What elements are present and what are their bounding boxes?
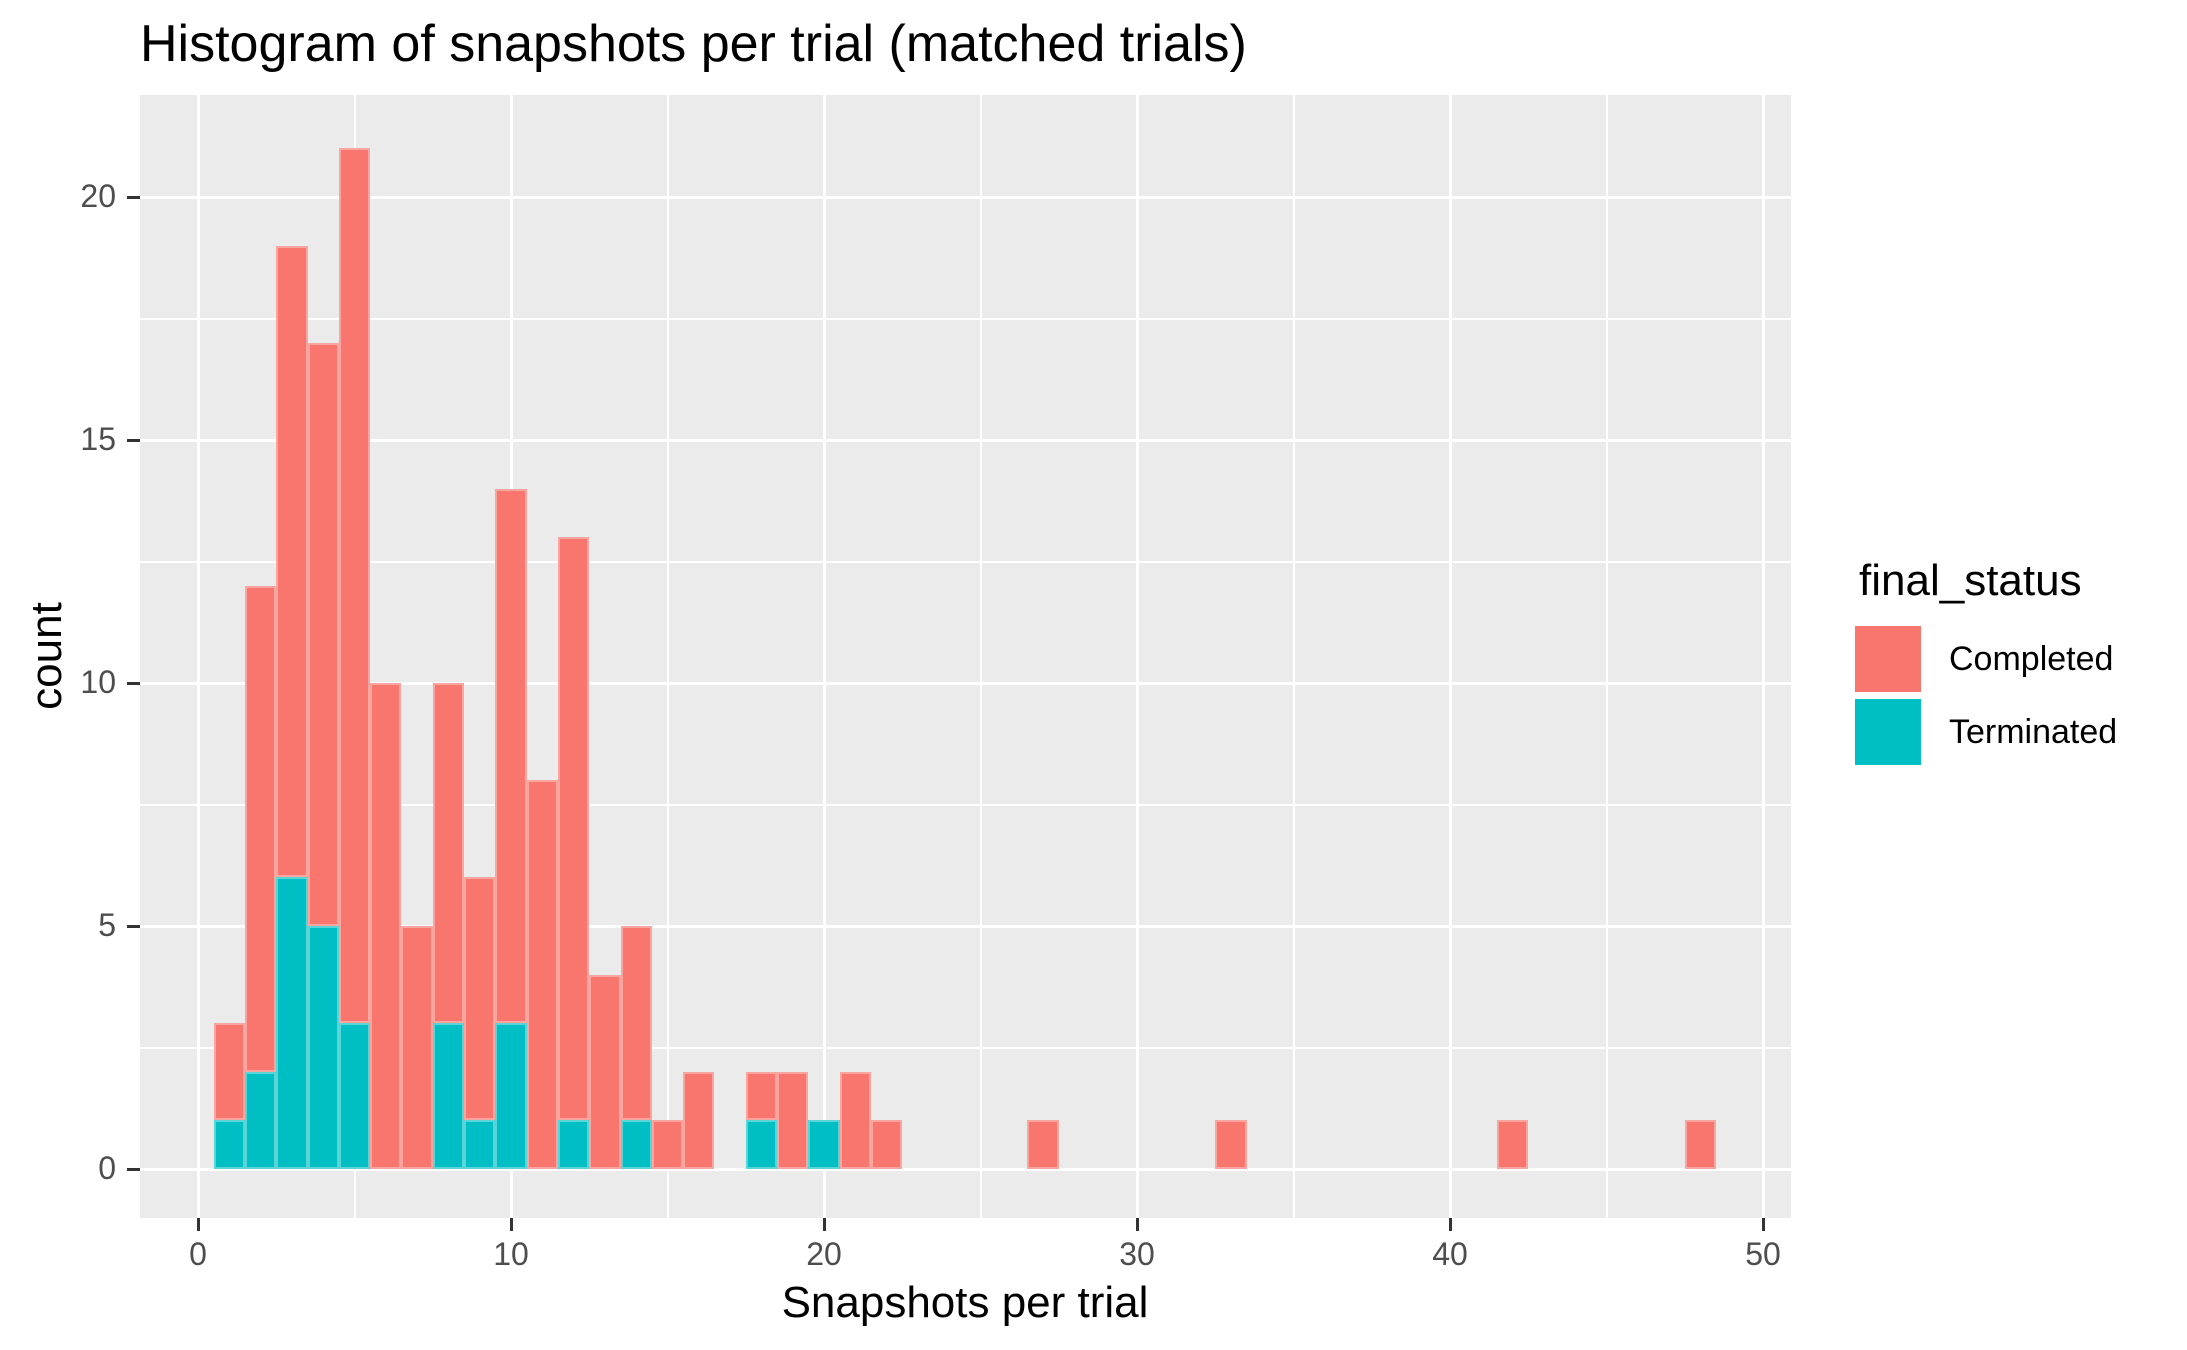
x-axis-tick-mark <box>822 1218 826 1231</box>
bar-segment-completed <box>620 926 652 1121</box>
gridline-major-y <box>140 924 1791 928</box>
x-axis-tick-mark <box>509 1218 513 1231</box>
bar-segment-terminated <box>464 1120 496 1169</box>
bar-segment-completed <box>338 148 371 1024</box>
gridline-minor-y <box>140 803 1791 806</box>
bar-segment-terminated <box>495 1023 527 1169</box>
gridline-major-x <box>1448 95 1452 1218</box>
plot-title: Histogram of snapshots per trial (matche… <box>140 15 1247 73</box>
legend-title: final_status <box>1859 556 2082 605</box>
bar-segment-completed <box>1684 1120 1717 1169</box>
bar-segment-terminated <box>213 1120 245 1169</box>
gridline-minor-x <box>979 95 982 1218</box>
bar-segment-completed <box>213 1023 245 1121</box>
bar-segment-terminated <box>808 1120 840 1169</box>
x-axis-tick-mark <box>1448 1218 1452 1231</box>
gridline-major-x <box>1135 95 1139 1218</box>
bar-segment-completed <box>276 245 308 878</box>
bar-segment-completed <box>495 488 527 1024</box>
gridline-major-x <box>822 95 826 1218</box>
x-axis-tick-label: 10 <box>493 1236 529 1272</box>
x-axis-tick-label: 20 <box>806 1236 842 1272</box>
y-axis-tick-label: 10 <box>80 664 116 700</box>
bar-segment-terminated <box>745 1120 778 1169</box>
bar-segment-terminated <box>276 877 308 1169</box>
gridline-major-y <box>140 681 1791 685</box>
bar-segment-completed <box>244 585 277 1072</box>
legend-entry-terminated: Terminated <box>1855 699 2185 765</box>
legend-label-completed: Completed <box>1949 639 2114 678</box>
bar-segment-completed <box>870 1120 903 1169</box>
gridline-major-y <box>140 438 1791 442</box>
bar-segment-terminated <box>244 1071 277 1169</box>
y-axis-tick-mark <box>127 195 140 199</box>
bar-segment-completed <box>307 342 339 926</box>
x-axis-tick-label: 0 <box>189 1236 207 1272</box>
bar-segment-completed <box>777 1071 809 1169</box>
gridline-minor-x <box>1292 95 1295 1218</box>
bar-segment-completed <box>401 926 433 1169</box>
gridline-minor-y <box>140 560 1791 563</box>
y-axis-tick-label: 15 <box>80 421 116 457</box>
bar-segment-completed <box>839 1071 871 1169</box>
gridline-major-y <box>140 1167 1791 1171</box>
gridline-major-x <box>1761 95 1765 1218</box>
gridline-minor-x <box>1605 95 1608 1218</box>
bar-segment-completed <box>589 974 621 1169</box>
bar-segment-completed <box>370 683 402 1169</box>
x-axis-tick-label: 30 <box>1119 1236 1155 1272</box>
legend-key-terminated-swatch <box>1855 699 1921 765</box>
y-axis-tick-mark <box>127 681 140 685</box>
bar-segment-completed <box>1215 1120 1247 1169</box>
legend-key-completed-swatch <box>1855 626 1921 692</box>
bar-segment-terminated <box>432 1023 465 1169</box>
bar-segment-terminated <box>307 926 339 1169</box>
x-axis-tick-mark <box>1761 1218 1765 1231</box>
bar-segment-completed <box>683 1071 715 1169</box>
legend-label-terminated: Terminated <box>1949 712 2118 751</box>
x-axis-tick-label: 50 <box>1745 1236 1781 1272</box>
bar-segment-completed <box>526 780 558 1169</box>
bar-segment-completed <box>651 1120 684 1169</box>
gridline-major-y <box>140 195 1791 199</box>
gridline-minor-x <box>666 95 669 1218</box>
bar-segment-completed <box>745 1071 778 1121</box>
bar-segment-terminated <box>620 1120 652 1169</box>
y-axis-title: count <box>22 602 71 710</box>
x-axis-tick-mark <box>1135 1218 1139 1231</box>
y-axis-tick-mark <box>127 438 140 442</box>
gridline-minor-y <box>140 317 1791 320</box>
y-axis-tick-mark <box>127 924 140 928</box>
bar-segment-terminated <box>338 1023 371 1169</box>
bar-segment-terminated <box>557 1120 590 1169</box>
x-axis-tick-label: 40 <box>1432 1236 1468 1272</box>
legend: final_status Completed Terminated <box>1855 556 2185 772</box>
x-axis-tick-mark <box>196 1218 200 1231</box>
bar-segment-completed <box>464 877 496 1121</box>
y-axis-tick-mark <box>127 1167 140 1171</box>
bar-segment-completed <box>1496 1120 1529 1169</box>
gridline-minor-y <box>140 1046 1791 1049</box>
y-axis-tick-label: 5 <box>98 907 116 943</box>
bar-segment-completed <box>1027 1120 1059 1169</box>
bar-segment-completed <box>557 537 590 1121</box>
chart-panel <box>140 95 1791 1218</box>
legend-entry-completed: Completed <box>1855 626 2185 692</box>
bar-segment-completed <box>432 683 465 1024</box>
y-axis-tick-label: 20 <box>80 178 116 214</box>
gridline-major-x <box>196 95 200 1218</box>
x-axis-title: Snapshots per trial <box>781 1278 1149 1327</box>
y-axis-tick-label: 0 <box>98 1150 116 1186</box>
